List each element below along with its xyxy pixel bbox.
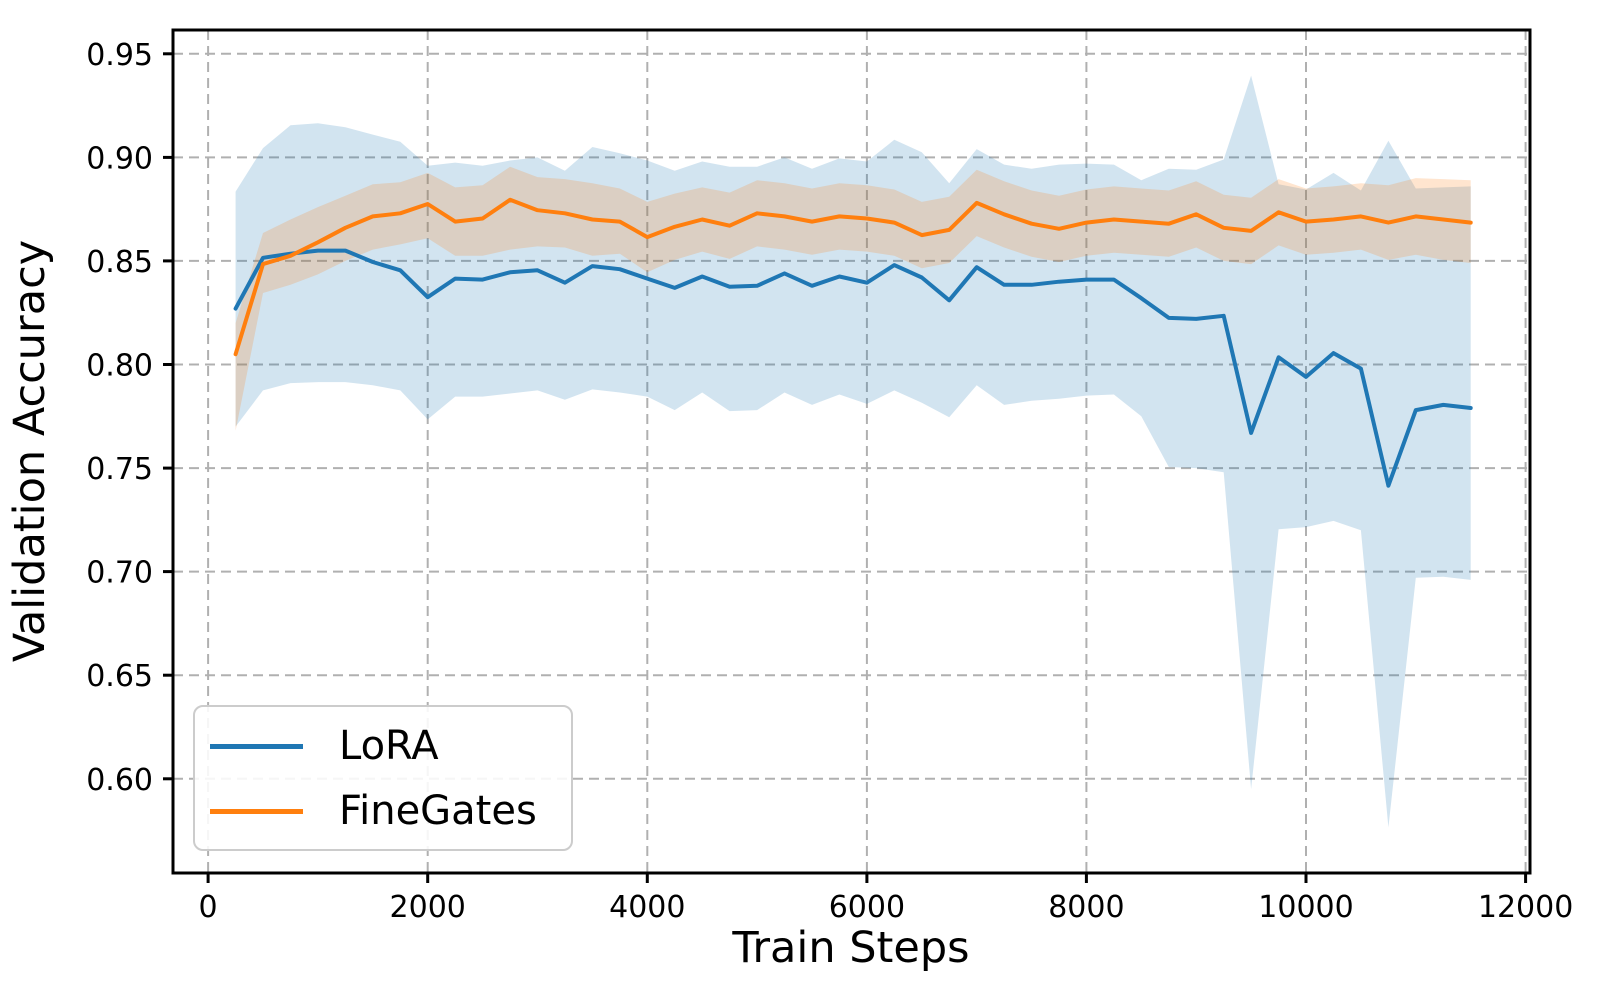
- y-tick-label: 0.95: [86, 38, 153, 73]
- y-tick-label: 0.85: [86, 245, 153, 280]
- lora-band: [235, 75, 1471, 828]
- x-tick-label: 0: [199, 890, 218, 925]
- grid: [173, 30, 1530, 873]
- y-tick-label: 0.65: [86, 659, 153, 694]
- y-axis-title: Validation Accuracy: [5, 240, 55, 662]
- legend-label-finegates: FineGates: [339, 788, 537, 834]
- legend: LoRA FineGates: [193, 705, 573, 851]
- x-tick-label: 4000: [609, 890, 685, 925]
- confidence-bands: [235, 75, 1471, 828]
- finegates-band: [235, 166, 1471, 431]
- x-tick-label: 2000: [390, 890, 466, 925]
- y-tick-label: 0.60: [86, 763, 153, 798]
- x-tick-label: 8000: [1048, 890, 1124, 925]
- x-tick-label: 12000: [1478, 890, 1573, 925]
- y-tick-label: 0.70: [86, 556, 153, 591]
- finegates-line: [233, 197, 1473, 357]
- x-tick-label: 6000: [829, 890, 905, 925]
- lora-line: [233, 248, 1473, 488]
- lora-line-swatch: [210, 743, 303, 749]
- legend-label-lora: LoRA: [339, 723, 439, 769]
- finegates-line-swatch: [210, 808, 303, 814]
- legend-item-lora: LoRA: [210, 721, 439, 771]
- y-tick-label: 0.80: [86, 349, 153, 384]
- x-tick-label: 10000: [1258, 890, 1353, 925]
- y-tick-label: 0.90: [86, 141, 153, 176]
- y-tick-label: 0.75: [86, 452, 153, 487]
- legend-item-finegates: FineGates: [210, 786, 537, 836]
- series-lines: [233, 197, 1473, 488]
- axes-frame: [171, 28, 1532, 875]
- x-axis-title: Train Steps: [731, 923, 969, 973]
- axis-ticks: 0 2000 4000 6000 8000 10000 12000 0.60 0.65 0.70 0…: [86, 38, 1573, 925]
